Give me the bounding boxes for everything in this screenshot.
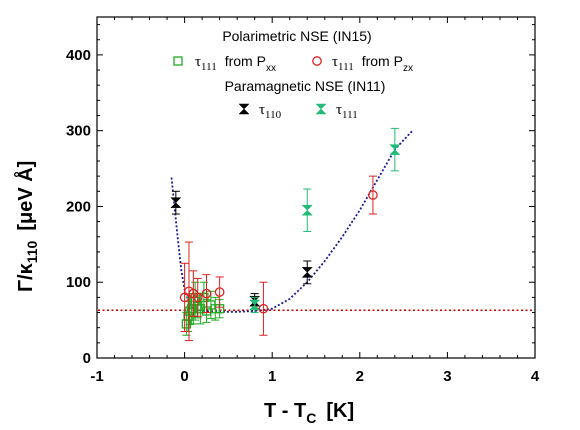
x-tick-label: 4 (531, 368, 540, 385)
legend-marker-1 (173, 56, 183, 66)
y-axis-label-sub: 110 (24, 240, 40, 263)
y-tick-label: 300 (66, 123, 91, 140)
x-axis-label-unit: [K] (326, 400, 354, 422)
data-point-series-2 (368, 190, 378, 200)
x-tick-label: 0 (180, 368, 188, 385)
y-axis-label-unit: [μeV Å] (13, 161, 37, 231)
legend: Polarimetric NSE (IN15) Paramagnetic NSE… (173, 28, 413, 121)
legend-label-2: τ111 from Pzx (332, 53, 413, 74)
x-tick-label: 3 (443, 368, 451, 385)
data-point-series-2 (258, 303, 269, 314)
data-point-series-2 (192, 292, 203, 303)
legend-label-3: τ110 (259, 102, 282, 121)
legend-marker-4 (315, 103, 327, 115)
data-point-series-4 (301, 204, 313, 216)
legend-label-1: τ111 from Pxx (195, 53, 276, 74)
data-point-series-4 (389, 144, 401, 155)
data-point-series-3 (170, 197, 182, 208)
x-tick-label: 1 (268, 368, 276, 385)
x-tick-label: 2 (356, 368, 364, 385)
legend-label-4: τ111 (336, 102, 358, 121)
data-point-series-4 (249, 299, 261, 311)
data-point-series-2 (214, 287, 225, 297)
data-point-series-3 (301, 267, 313, 278)
y-axis-label-text: Γ/κ (15, 262, 37, 292)
y-tick-label: 200 (66, 198, 91, 215)
y-axis-label: Γ/κ110 [μeV Å] (13, 161, 40, 292)
fit-curve (170, 130, 414, 313)
y-tick-label: 100 (66, 274, 91, 291)
y-tick-label: 0 (83, 350, 91, 367)
legend-marker-3 (238, 103, 250, 115)
svg-text:T - TC[K]: T - TC [K] (264, 400, 354, 426)
x-axis-label: T - TC [K] (264, 400, 354, 426)
x-axis-label-sub: C (306, 410, 316, 426)
x-axis-label-text: T - T (264, 400, 306, 422)
plot-frame (96, 16, 536, 359)
legend-group1-title: Polarimetric NSE (IN15) (222, 28, 371, 44)
y-tick-label: 400 (66, 47, 91, 64)
legend-group2-title: Paramagnetic NSE (IN11) (225, 78, 386, 94)
x-tick-label: -1 (90, 368, 103, 385)
legend-marker-2 (312, 56, 322, 66)
svg-text:Γ/κ110[μeV Å]: Γ/κ110 [μeV Å] (13, 161, 40, 292)
data-point-series-2 (201, 288, 212, 299)
